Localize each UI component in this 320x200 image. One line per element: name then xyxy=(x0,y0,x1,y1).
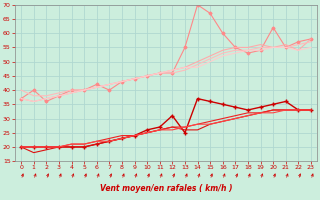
X-axis label: Vent moyen/en rafales ( km/h ): Vent moyen/en rafales ( km/h ) xyxy=(100,184,232,193)
